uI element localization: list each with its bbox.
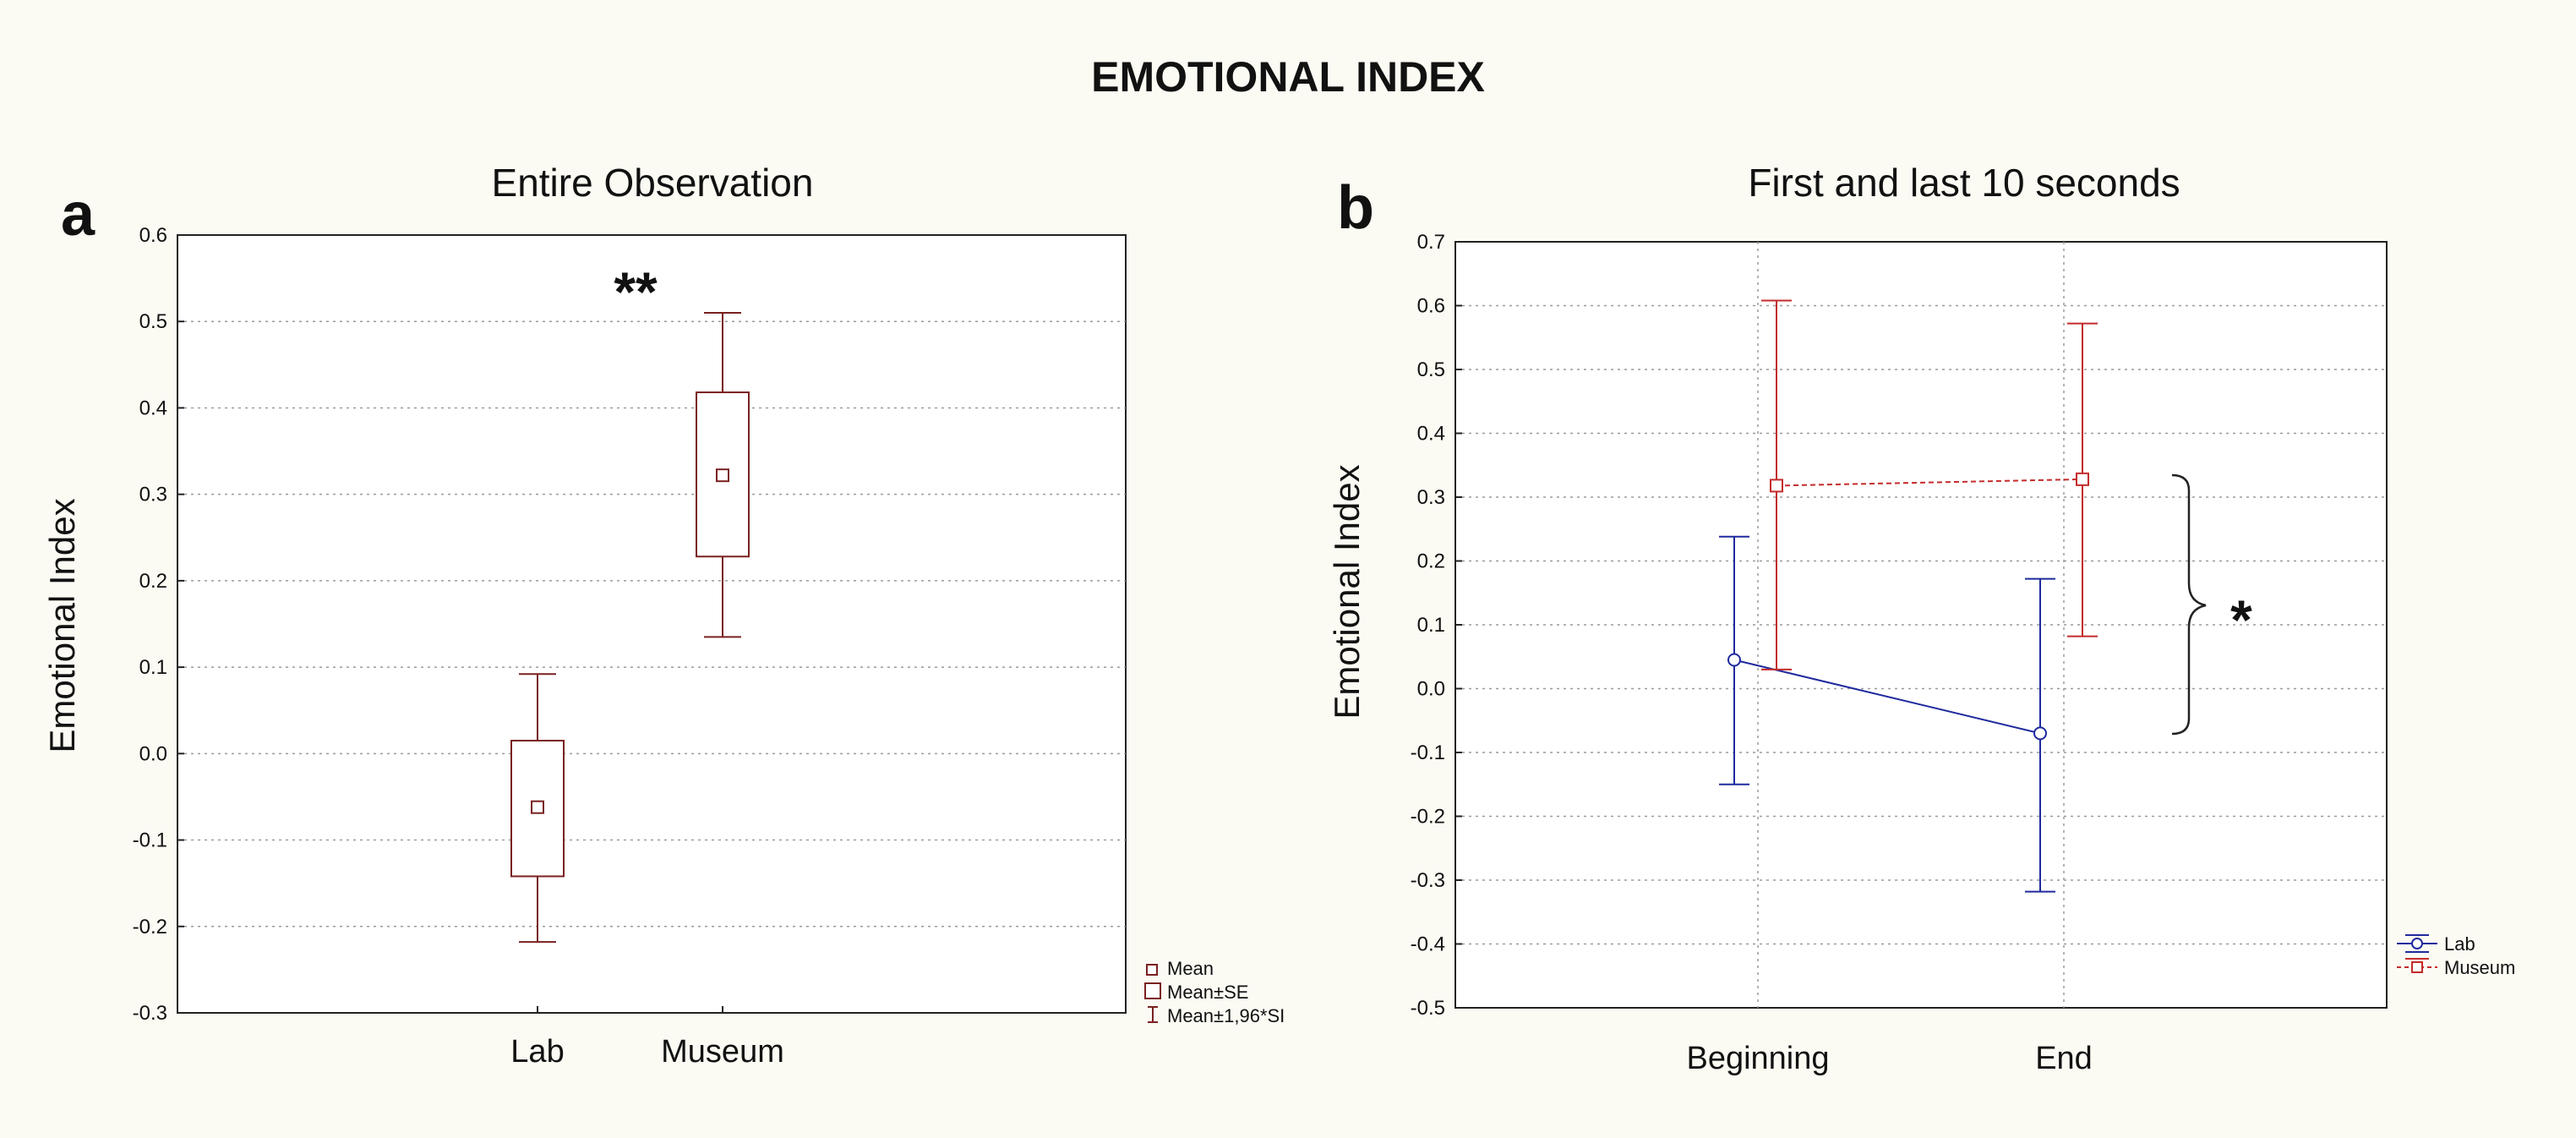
panel-a-y-tick-label: -0.3	[133, 1002, 167, 1025]
panel-a-y-tick-label: 0.1	[139, 656, 167, 679]
panel-b-series-line-museum	[1776, 478, 2083, 487]
panel-a-mean-marker	[716, 468, 729, 483]
legend-mean-swatch	[1146, 964, 1158, 976]
panel-b-y-axis-label: Emotional Index	[1327, 464, 1367, 719]
panel-a-y-tick-label: 0.4	[139, 397, 167, 419]
panel-b-y-tick-label: 0.0	[1417, 678, 1445, 701]
panel-b-significance-bracket	[2171, 473, 2207, 736]
legend-museum-label: Museum	[2444, 957, 2515, 978]
panel-b-y-tick-label: 0.5	[1417, 358, 1445, 381]
panel-b-category-label: Beginning	[1686, 1041, 1829, 1076]
panel-a-mean-marker	[531, 800, 544, 814]
panel-a-significance-mark: **	[614, 260, 658, 323]
panel-a-y-tick-label: 0.0	[139, 742, 167, 765]
panel-b-y-tick-label: -0.4	[1411, 933, 1445, 956]
panel-b-y-tick-label: 0.3	[1417, 486, 1445, 509]
panel-a-category-label: Museum	[661, 1034, 784, 1070]
panel-a-category-label: Lab	[510, 1034, 564, 1070]
panel-b-y-tick-label: 0.4	[1417, 423, 1445, 446]
panel-a-y-tick-label: 0.6	[139, 224, 167, 247]
panel-b-significance-mark: *	[2230, 588, 2252, 651]
panel-b-y-tick-label: -0.2	[1411, 806, 1445, 829]
panel-b-point-museum	[2076, 472, 2089, 486]
panel-b-point-lab	[2033, 726, 2047, 741]
panel-a-y-axis-label: Emotional Index	[42, 498, 82, 752]
panel-a-plot-frame	[177, 234, 1127, 1014]
figure-title: EMOTIONAL INDEX	[1091, 53, 1485, 101]
legend-lab-label: Lab	[2444, 933, 2475, 955]
panel-a-letter: a	[61, 181, 96, 249]
legend-ci-label: Mean±1,96*SI	[1167, 1005, 1285, 1026]
panel-b-letter: b	[1337, 174, 1374, 242]
panel-a-title: Entire Observation	[492, 161, 814, 205]
panel-a-y-tick-label: -0.1	[133, 829, 167, 852]
panel-b-y-tick-label: 0.7	[1417, 231, 1445, 254]
legend-lab-marker	[2411, 938, 2423, 949]
panel-b-series-line-lab	[1733, 659, 2041, 735]
legend-ci-swatch	[1148, 1006, 1158, 1023]
panel-b-title: First and last 10 seconds	[1748, 161, 2180, 205]
legend-museum-marker	[2411, 961, 2423, 973]
panel-b-chart: b First and last 10 seconds Emotional In…	[1327, 161, 2515, 1076]
panel-b-y-tick-label: 0.2	[1417, 550, 1445, 573]
panel-a-y-tick-label: 0.5	[139, 310, 167, 333]
legend-mean-label: Mean	[1167, 958, 1214, 979]
panel-a-y-tick-label: 0.3	[139, 484, 167, 506]
legend-se-label: Mean±SE	[1167, 982, 1248, 1003]
panel-b-point-lab	[1727, 653, 1741, 667]
panel-b-y-tick-label: 0.1	[1417, 614, 1445, 637]
panel-b-y-tick-label: -0.5	[1411, 997, 1445, 1020]
panel-b-plot-frame	[1454, 241, 2388, 1009]
panel-a-chart: a Entire Observation Emotional Index -0.…	[42, 161, 1285, 1070]
panel-b-category-label: End	[2035, 1041, 2093, 1076]
panel-b-y-tick-label: 0.6	[1417, 295, 1445, 318]
panel-b-point-museum	[1770, 479, 1783, 493]
panel-a-y-tick-label: 0.2	[139, 570, 167, 593]
panel-a-y-tick-label: -0.2	[133, 916, 167, 938]
legend-se-swatch	[1144, 982, 1161, 999]
panel-b-y-tick-label: -0.1	[1411, 741, 1445, 764]
panel-b-y-tick-label: -0.3	[1411, 869, 1445, 892]
